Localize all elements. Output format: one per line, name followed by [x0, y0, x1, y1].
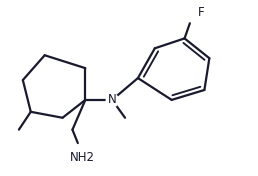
- Text: F: F: [198, 6, 205, 19]
- Text: N: N: [108, 93, 117, 106]
- Text: NH2: NH2: [70, 151, 95, 164]
